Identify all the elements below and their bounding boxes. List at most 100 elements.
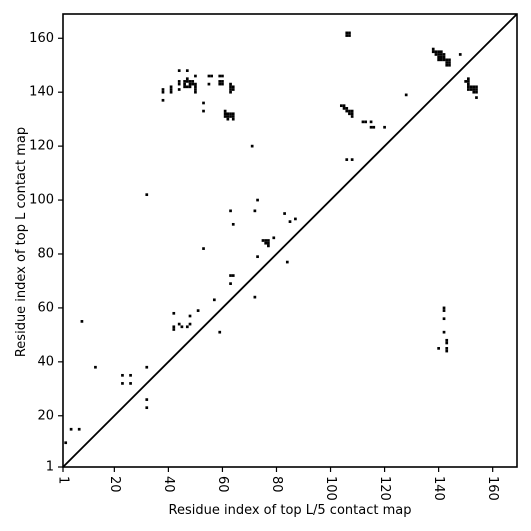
contact-point [172, 328, 176, 331]
contact-point [467, 80, 470, 83]
contact-point [475, 85, 478, 89]
contact-point [229, 115, 232, 118]
contact-point [348, 34, 351, 37]
contact-point [445, 349, 449, 353]
contact-point [439, 53, 443, 56]
contact-point [348, 112, 351, 116]
contact-point [437, 53, 440, 56]
contact-point [431, 50, 435, 54]
contact-point [223, 115, 227, 118]
contact-point [188, 82, 192, 86]
y-tick-label: 140 [29, 85, 54, 100]
contact-point [267, 241, 270, 245]
x-tick-label: 100 [323, 476, 338, 501]
diagonal-line [62, 13, 518, 468]
contact-point [442, 306, 446, 310]
y-tick-label: 80 [37, 246, 54, 261]
contact-point [442, 53, 446, 56]
contact-point [191, 82, 195, 86]
contact-point [350, 158, 354, 161]
contact-point [229, 88, 232, 91]
contact-point [339, 104, 343, 108]
y-tick-label: 100 [29, 193, 54, 208]
contact-point [445, 341, 449, 345]
y-tick-label: 120 [29, 139, 54, 154]
contact-point [437, 55, 440, 59]
contact-points [64, 31, 478, 445]
contact-point [437, 347, 440, 350]
contact-point [226, 115, 230, 118]
contact-point [226, 112, 230, 116]
contact-point [229, 85, 232, 89]
contact-point [256, 255, 259, 259]
contact-point [172, 325, 176, 329]
y-tick-label: 40 [37, 354, 54, 369]
contact-point [475, 88, 478, 91]
contact-point [64, 441, 68, 445]
contact-point [231, 117, 235, 121]
contact-point [202, 109, 205, 113]
contact-point [434, 50, 438, 54]
contact-point [188, 314, 192, 318]
contact-point [121, 373, 124, 377]
contact-point [442, 317, 446, 321]
contact-point [448, 58, 451, 62]
contact-point [253, 295, 257, 299]
contact-point [229, 82, 232, 86]
contact-point [218, 330, 222, 334]
contact-point [404, 93, 408, 97]
contact-point [431, 47, 435, 51]
contact-point [185, 80, 189, 83]
contact-point [129, 382, 132, 385]
contact-point [272, 236, 276, 240]
contact-point [194, 74, 197, 78]
contact-point [472, 90, 476, 94]
contact-point [185, 69, 189, 72]
contact-point [231, 222, 235, 226]
contact-point [185, 85, 189, 89]
contact-point [458, 53, 462, 56]
contact-point [364, 120, 368, 124]
contact-point [194, 85, 197, 89]
contact-point [202, 101, 205, 105]
contact-point [472, 88, 476, 91]
contact-point [212, 298, 216, 302]
contact-point [161, 98, 165, 102]
contact-point [342, 107, 346, 110]
contact-point [439, 58, 443, 62]
contact-point [475, 90, 478, 94]
contact-point [350, 112, 354, 116]
x-tick-label: 40 [161, 476, 176, 493]
contact-point [188, 322, 192, 326]
contact-point [345, 158, 349, 161]
contact-point [218, 82, 222, 86]
contact-point [231, 115, 235, 118]
contact-point [445, 58, 449, 62]
contact-point [369, 125, 373, 129]
contact-point [348, 31, 351, 35]
contact-point [145, 398, 149, 401]
contact-point [202, 247, 205, 250]
contact-point [267, 239, 270, 242]
contact-point [345, 31, 349, 35]
contact-point [250, 144, 254, 148]
contact-point [350, 109, 354, 113]
contact-point [194, 82, 197, 86]
contact-point [342, 104, 346, 108]
contact-point [253, 209, 257, 213]
contact-point [177, 82, 181, 86]
contact-point [229, 90, 232, 94]
contact-point [439, 55, 443, 59]
contact-point [442, 55, 446, 59]
contact-point [183, 85, 186, 89]
contact-point [350, 115, 354, 118]
contact-point [145, 193, 149, 197]
contact-point [221, 82, 224, 86]
contact-point [442, 330, 446, 334]
x-tick-label: 120 [377, 476, 392, 501]
contact-point [445, 338, 449, 342]
contact-point [464, 80, 467, 83]
contact-point [194, 90, 197, 94]
y-tick-label: 20 [37, 408, 54, 423]
